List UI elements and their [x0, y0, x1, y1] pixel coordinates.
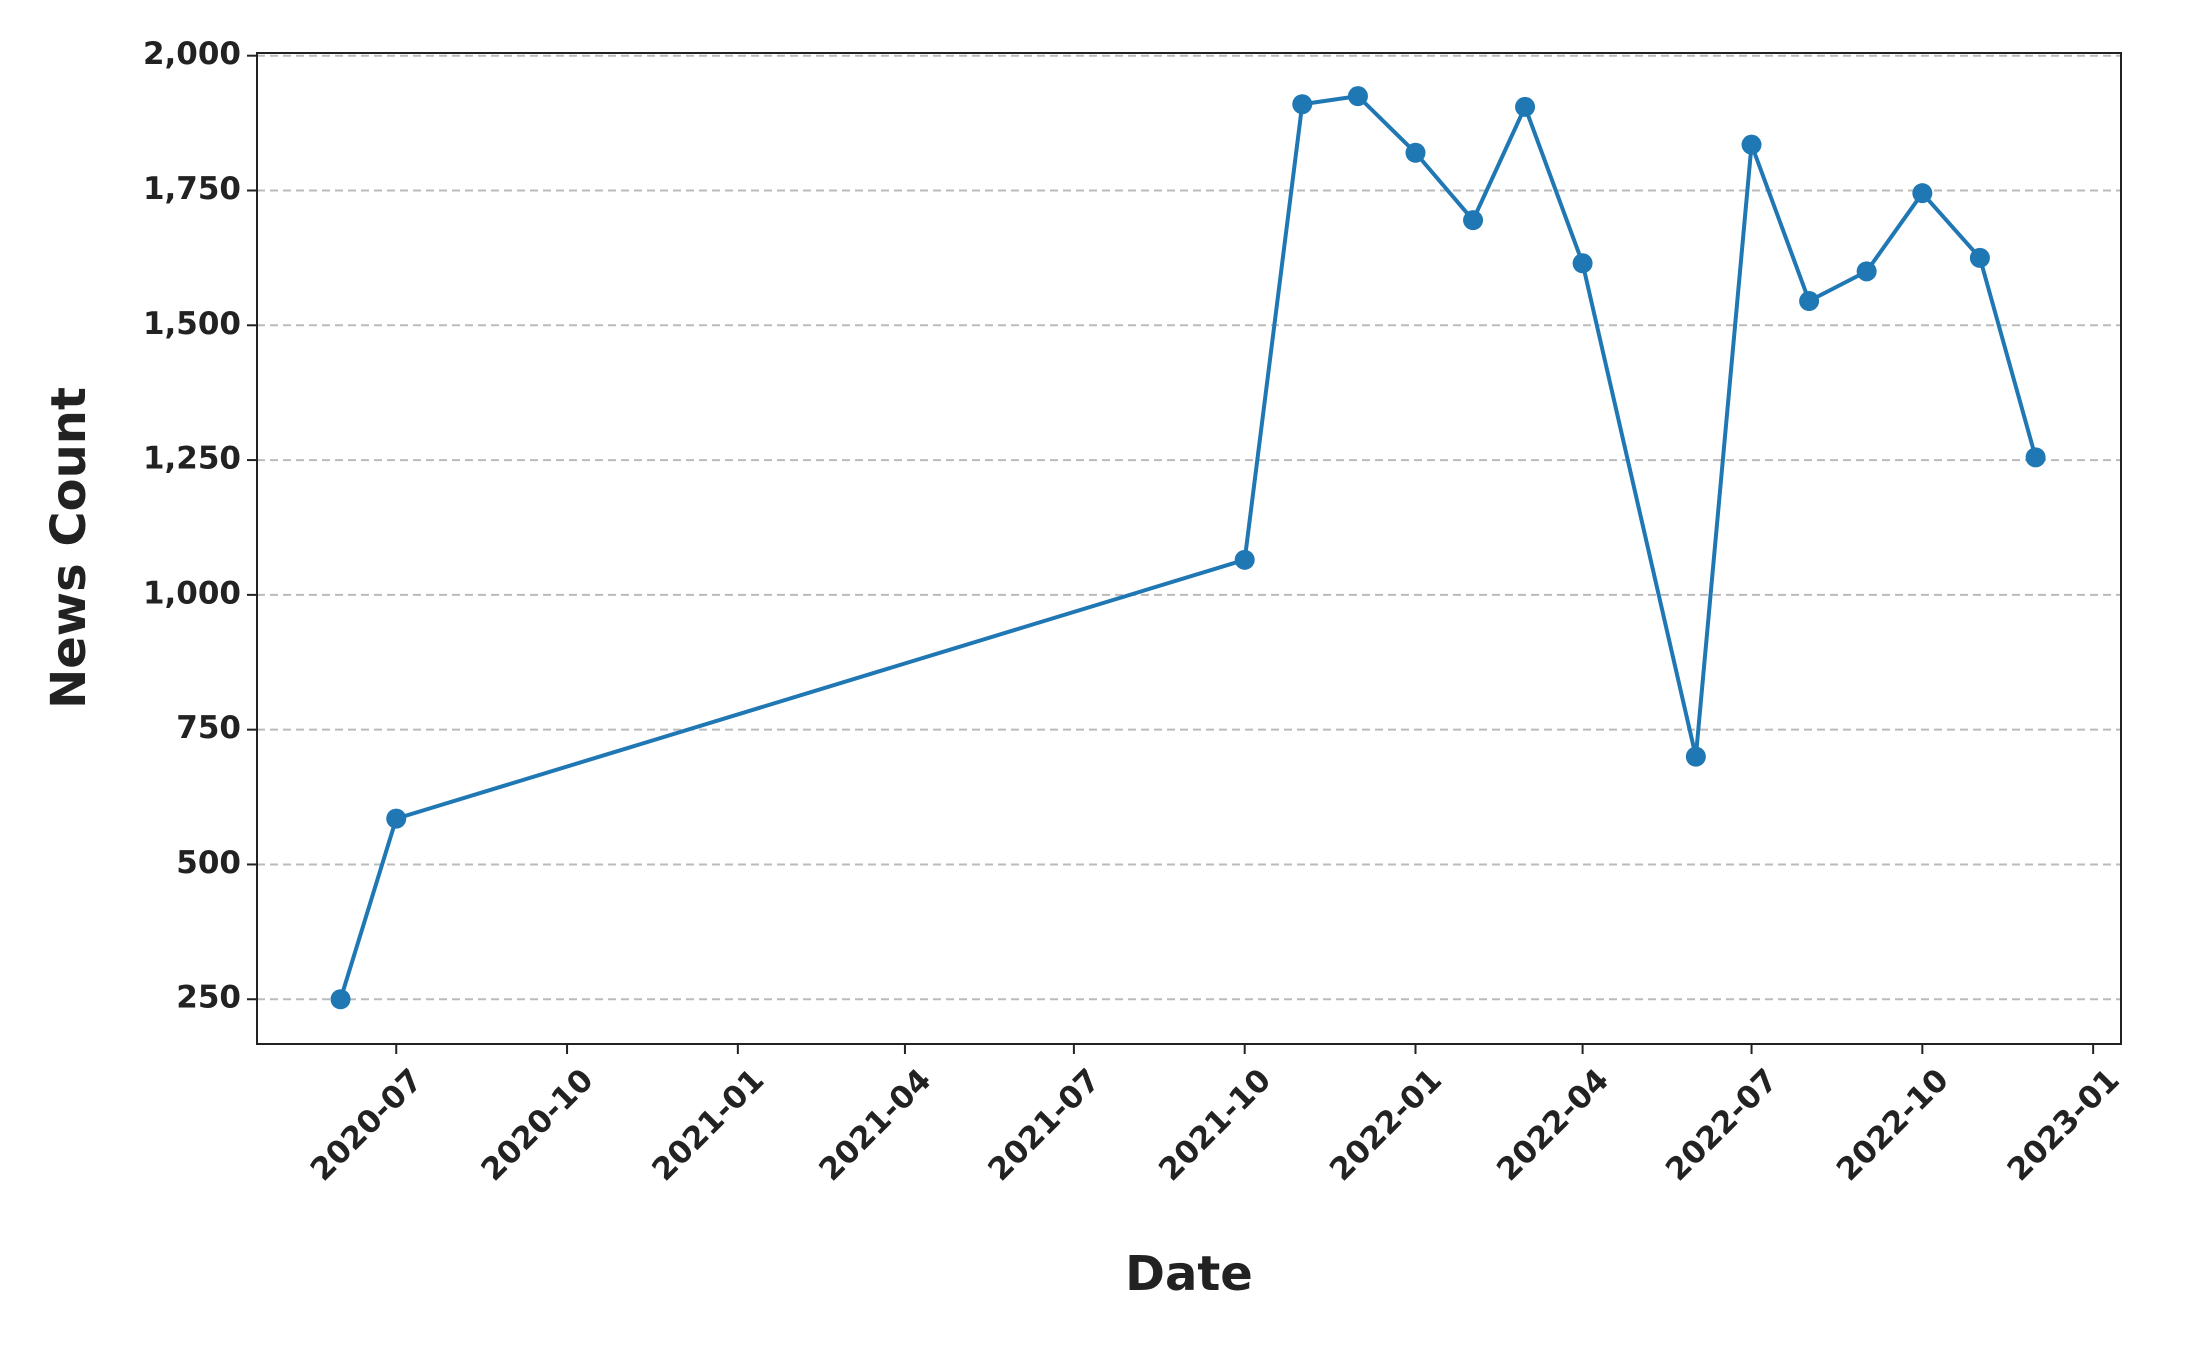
data-point	[330, 989, 351, 1010]
x-tick-label: 2021-04	[812, 1062, 938, 1188]
y-tick-label: 750	[176, 710, 241, 746]
y-tick-label: 1,500	[143, 306, 241, 342]
y-tick-label: 2,000	[143, 36, 241, 72]
x-tick-label: 2020-07	[304, 1062, 430, 1188]
data-point	[1292, 94, 1313, 115]
plot-frame	[256, 52, 2122, 1045]
x-tick-label: 2022-10	[1830, 1062, 1956, 1188]
data-point	[1799, 291, 1820, 312]
x-tick-label: 2021-10	[1152, 1062, 1278, 1188]
x-tick-label: 2022-07	[1659, 1062, 1785, 1188]
data-point	[1405, 142, 1426, 163]
data-point	[1234, 549, 1255, 570]
y-tick-label: 500	[176, 845, 241, 881]
x-tick-label: 2021-01	[645, 1062, 771, 1188]
data-point	[1572, 253, 1593, 274]
y-tick-label: 1,250	[143, 441, 241, 477]
y-tick-label: 1,000	[143, 575, 241, 611]
data-point	[386, 808, 407, 829]
x-tick-label: 2022-04	[1490, 1062, 1616, 1188]
y-tick-label: 1,750	[143, 171, 241, 207]
x-tick-label: 2021-07	[981, 1062, 1107, 1188]
data-point	[1685, 746, 1706, 767]
data-point	[2025, 447, 2046, 468]
y-tick-label: 250	[176, 980, 241, 1016]
x-tick-label: 2020-10	[474, 1062, 600, 1188]
data-point	[1969, 247, 1990, 268]
data-point	[1856, 261, 1877, 282]
data-point	[1347, 86, 1368, 107]
data-point	[1912, 183, 1933, 204]
data-line	[338, 94, 2038, 1000]
x-tick-label: 2023-01	[2001, 1062, 2127, 1188]
y-axis-label: News Count	[41, 387, 97, 709]
data-point	[1515, 96, 1536, 117]
data-point	[1741, 134, 1762, 155]
x-tick-label: 2022-01	[1323, 1062, 1449, 1188]
x-axis-label: Date	[1125, 1246, 1253, 1302]
data-point	[1463, 210, 1484, 231]
